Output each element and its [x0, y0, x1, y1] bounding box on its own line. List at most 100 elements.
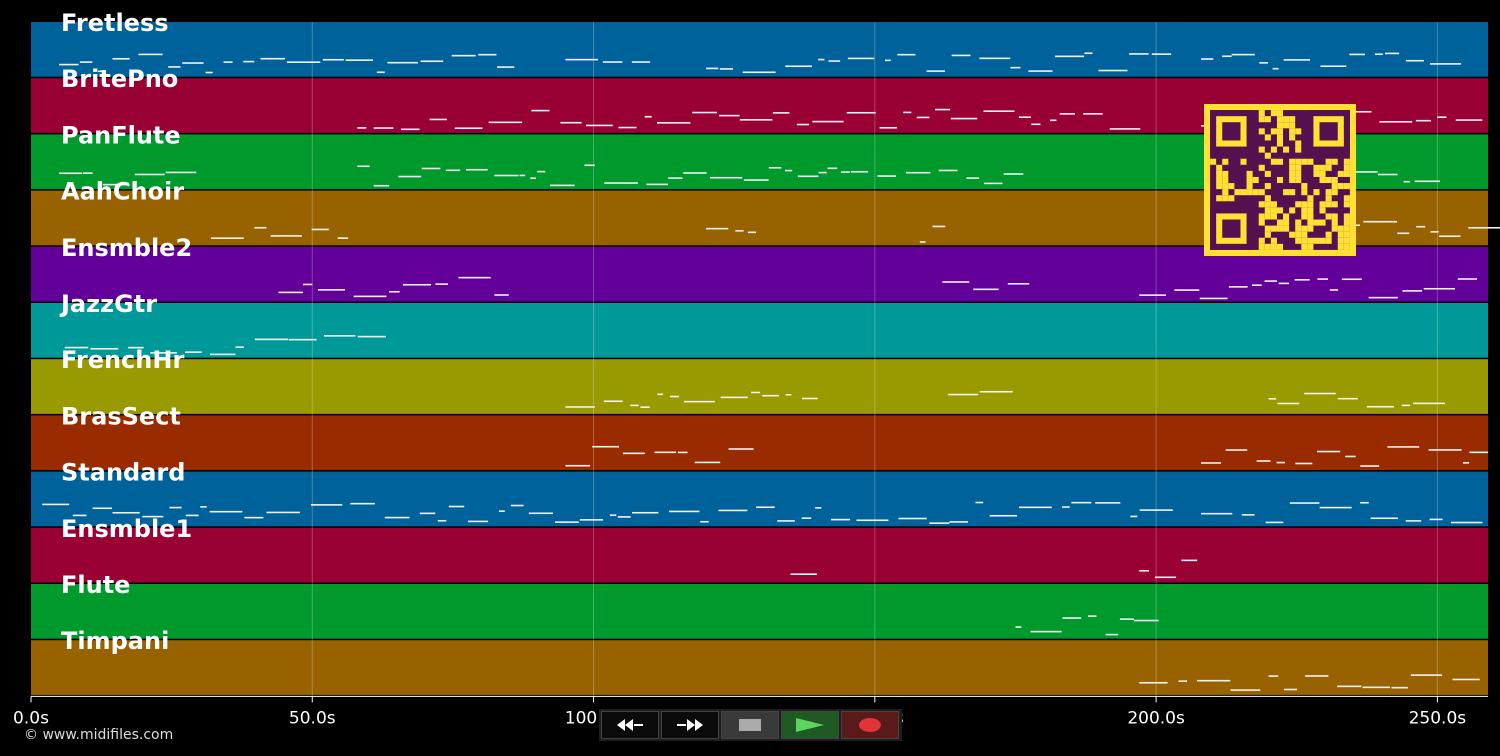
note: [1387, 446, 1420, 448]
note: [618, 126, 637, 129]
note: [1201, 512, 1233, 515]
note: [856, 519, 889, 522]
note: [916, 116, 930, 119]
note: [1201, 58, 1214, 60]
note: [720, 396, 748, 399]
note: [278, 291, 303, 294]
note: [1228, 286, 1248, 288]
note: [1010, 66, 1021, 69]
note: [706, 67, 719, 70]
note: [451, 54, 476, 57]
track-lane[interactable]: [31, 584, 1488, 639]
note: [488, 121, 523, 124]
note: [102, 183, 130, 186]
note: [1251, 284, 1262, 286]
note: [632, 511, 659, 514]
note: [510, 504, 524, 507]
note: [182, 62, 204, 64]
note: [530, 177, 537, 180]
note: [1414, 180, 1440, 183]
note: [421, 167, 441, 170]
note: [815, 507, 822, 509]
note: [168, 66, 181, 68]
track-lane[interactable]: [31, 22, 1488, 77]
play-button[interactable]: [781, 711, 839, 739]
note: [112, 511, 140, 514]
note: [735, 229, 744, 232]
note: [1133, 619, 1159, 622]
track-lane[interactable]: [31, 527, 1488, 583]
note: [1360, 465, 1380, 467]
stop-button[interactable]: [721, 711, 779, 739]
time-tick-label: 50.0s: [289, 708, 336, 728]
note: [1320, 65, 1347, 68]
note: [1429, 63, 1462, 65]
note: [1283, 59, 1311, 61]
note: [1305, 675, 1329, 677]
note: [398, 175, 422, 178]
note: [919, 241, 926, 243]
note: [437, 519, 447, 522]
note: [445, 169, 461, 172]
note: [1139, 294, 1166, 296]
note: [1370, 517, 1398, 520]
time-tick-label: 0.0s: [13, 708, 49, 728]
stop-icon: [739, 719, 761, 731]
note: [1015, 626, 1022, 628]
note: [1455, 119, 1483, 121]
record-button[interactable]: [841, 711, 899, 739]
note: [949, 521, 969, 523]
note: [926, 70, 946, 72]
note: [1003, 173, 1024, 175]
note: [706, 227, 729, 230]
note: [454, 127, 483, 130]
track-label: BrasSect: [61, 402, 181, 430]
note: [694, 461, 721, 464]
note: [537, 170, 546, 173]
note: [468, 520, 489, 523]
note: [818, 58, 825, 61]
track-lane[interactable]: [31, 415, 1488, 471]
note: [603, 400, 623, 403]
track-lane[interactable]: [31, 471, 1488, 527]
note: [1083, 113, 1103, 115]
note: [1469, 451, 1489, 454]
track-label: BritePno: [61, 65, 178, 93]
note: [387, 61, 418, 64]
note: [565, 406, 595, 408]
note: [1265, 521, 1284, 524]
note: [1423, 287, 1455, 290]
note: [935, 108, 951, 111]
track-lane[interactable]: [31, 303, 1488, 358]
note: [310, 504, 343, 506]
note: [877, 175, 896, 177]
note: [200, 506, 207, 508]
note: [1276, 461, 1285, 464]
note: [801, 397, 818, 400]
note: [989, 514, 1017, 517]
fast-forward-button[interactable]: [661, 711, 719, 739]
note: [1379, 120, 1413, 123]
note: [790, 573, 817, 576]
rewind-button[interactable]: [601, 711, 659, 739]
note: [1391, 686, 1408, 689]
note: [898, 517, 927, 520]
track-label: Ensmble1: [61, 515, 192, 543]
note: [498, 510, 505, 512]
note: [631, 61, 651, 63]
note: [1259, 62, 1268, 64]
note: [1397, 232, 1410, 235]
note: [1222, 55, 1232, 58]
track-lane[interactable]: [31, 640, 1488, 695]
note: [1277, 402, 1300, 405]
note: [1119, 618, 1134, 620]
note: [1059, 113, 1075, 115]
note: [1028, 70, 1053, 72]
note: [1304, 392, 1336, 395]
track-lane[interactable]: [31, 359, 1488, 414]
note: [1368, 296, 1398, 299]
note: [1351, 171, 1378, 173]
record-icon: [859, 718, 881, 732]
note: [223, 61, 233, 63]
note: [550, 184, 575, 187]
